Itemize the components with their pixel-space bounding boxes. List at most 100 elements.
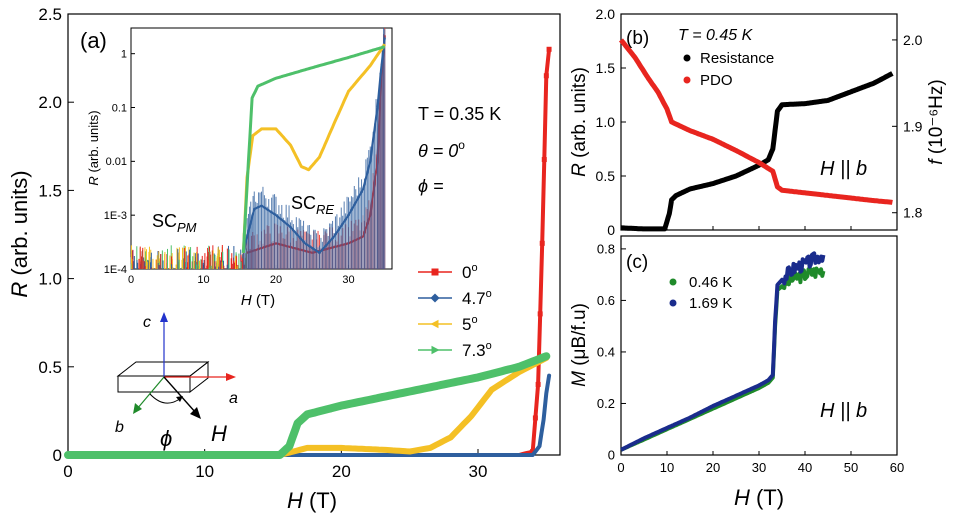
phi-angle-arc [149, 393, 182, 404]
panel-a-ytick-label: 0.5 [38, 358, 62, 377]
panel-a-xtick-label: 20 [332, 462, 351, 481]
b-axis-arrowhead [133, 403, 142, 414]
panel-c-xtick-label: 10 [660, 460, 674, 475]
panel-b-legend-label: Resistance [700, 50, 774, 67]
panel-c-field-direction: H || b [820, 400, 867, 422]
panel-a-ytick-label: 1.5 [38, 181, 62, 200]
panel-a-point-0 [535, 381, 541, 387]
panel-c-ticks: 0 10 20 30 40 50 60 0 0.2 0.4 0.6 0.8 [597, 241, 904, 475]
panel-a-label: (a) [80, 28, 107, 53]
crystal-schematic: c a b ϕ H [115, 312, 238, 451]
inset-xtick-label: 20 [270, 274, 282, 286]
panel-a-ytick-label: 2.5 [38, 5, 62, 24]
inset-xtick-label: 10 [197, 274, 209, 286]
panel-b-ylabel: R (arb. units) [569, 67, 590, 177]
panel-b-ytick-label: 1.5 [596, 60, 616, 76]
panel-c-frame [620, 235, 898, 456]
panel-a-series-line-7.3 [64, 352, 551, 459]
panel-a-point-0 [537, 311, 543, 317]
panel-a-xtick-label: 30 [469, 462, 488, 481]
panel-a-legend-marker [430, 319, 439, 329]
panel-a-temperature: T = 0.35 K [418, 104, 501, 124]
panel-b-series-line-Resistance [619, 71, 894, 232]
inset-ticks: 0 10 20 30 1E-4 1E-3 0.01 0.1 1 [104, 49, 355, 286]
panel-c-xtick-label: 30 [752, 460, 766, 475]
panel-a-phi: ϕ = [418, 176, 444, 196]
panel-a-theta: θ = 0o [418, 138, 465, 161]
panel-b-legend-label: PDO [700, 72, 733, 89]
inset-xlabel: H (T) [241, 292, 275, 309]
panel-b: 0 0.5 1.0 1.5 2.0 1.8 1.9 2.0 (b) T = 0.45 K H … [569, 6, 947, 238]
panel-a-point-0 [543, 73, 549, 79]
panel-c-xtick-label: 60 [890, 460, 904, 475]
panel-c-legend: 0.46 K 1.69 K [669, 274, 732, 312]
crystal-side [189, 360, 209, 394]
panel-c-ytick-label: 0.2 [597, 396, 615, 411]
panel-a-legend-label: 7.3o [462, 340, 492, 360]
panel-a-xlabel: H (T) [287, 488, 337, 513]
panel-c-ylabel: M (μB/f.u) [569, 303, 590, 387]
b-axis-arrow [136, 376, 165, 410]
b-axis-label: b [115, 419, 124, 436]
panel-a-legend: 0o 4.7o 5o 7.3o [418, 262, 492, 360]
panel-b-ytick-right-label: 2.0 [903, 32, 923, 48]
panel-b-ticks: 0 0.5 1.0 1.5 2.0 1.8 1.9 2.0 [596, 6, 923, 238]
panel-b-ylabel-right: f (10⁻⁶Hz) [926, 79, 947, 164]
panel-a-point-0 [532, 415, 538, 421]
crystal-top [116, 361, 210, 377]
panel-c-xtick-label: 40 [798, 460, 812, 475]
panel-c-legend-marker [669, 299, 677, 307]
inset-ylabel: R (arb. units) [86, 110, 101, 185]
panel-b-ytick-label: 2.0 [596, 6, 616, 22]
panel-a-ticks: 0 10 20 30 0 0.5 1.0 1.5 2.0 2.5 [38, 5, 487, 481]
panel-a-legend-label: 0o [462, 262, 478, 282]
panel-c-legend-label: 0.46 K [689, 274, 732, 291]
panel-b-ytick-label: 0 [607, 222, 615, 238]
panel-a-legend-label: 4.7o [462, 288, 492, 308]
panel-a-legend-label: 5o [462, 314, 478, 334]
panel-b-temperature: T = 0.45 K [678, 27, 754, 44]
panel-a-ytick-label: 0 [53, 446, 62, 465]
panel-b-legend-marker [683, 54, 691, 62]
inset-xtick-label: 0 [128, 274, 134, 286]
panel-b-ytick-right-label: 1.8 [903, 205, 923, 221]
panel-c-ytick-label: 0.4 [597, 344, 615, 359]
panel-c: 0 10 20 30 40 50 60 0 0.2 0.4 0.6 0.8 (c) H || b 0.… [569, 235, 904, 510]
inset-series-line-4.7 [242, 37, 386, 254]
panel-a-series [64, 46, 552, 459]
panel-a-ytick-label: 1.0 [38, 270, 62, 289]
a-axis-arrowhead [226, 373, 236, 381]
panel-a-xtick-label: 10 [195, 462, 214, 481]
inset-ytick-label: 1E-3 [104, 210, 127, 222]
panel-a-legend-marker [430, 293, 440, 303]
panel-a-ytick-label: 2.0 [38, 93, 62, 112]
panel-c-ytick-label: 0.8 [597, 241, 615, 256]
phi-angle-arrowhead [176, 396, 183, 402]
panel-b-field-direction: H || b [820, 158, 867, 180]
inset-xtick-label: 30 [342, 274, 354, 286]
panel-c-legend-label: 1.69 K [689, 295, 732, 312]
inset-ytick-label: 0.1 [112, 102, 127, 114]
inset-series [130, 28, 387, 269]
inset-sc-re-label: SCRE [291, 193, 334, 217]
panel-c-ytick-label: 0.6 [597, 293, 615, 308]
panel-a-point-0 [546, 46, 552, 52]
panel-b-legend: Resistance PDO [683, 50, 774, 89]
panel-a-legend-marker [431, 345, 440, 355]
panel-c-ytick-label: 0 [608, 448, 615, 463]
panel-a-legend-marker [431, 268, 439, 276]
panel-c-xtick-label: 20 [706, 460, 720, 475]
inset-ytick-label: 1 [121, 49, 127, 61]
phi-label: ϕ [160, 426, 172, 451]
panel-b-series [618, 38, 894, 232]
panel-a-point-0 [530, 448, 536, 454]
panel-a-point-0 [541, 157, 547, 163]
inset-ytick-label: 0.01 [106, 156, 127, 168]
h-field-arrow [163, 376, 197, 414]
panel-c-legend-marker [669, 278, 677, 286]
panel-b-ytick-label: 0.5 [596, 168, 616, 184]
c-axis-arrowhead [160, 312, 168, 322]
panel-b-ytick-label: 1.0 [596, 114, 616, 130]
c-axis-label: c [143, 314, 151, 331]
